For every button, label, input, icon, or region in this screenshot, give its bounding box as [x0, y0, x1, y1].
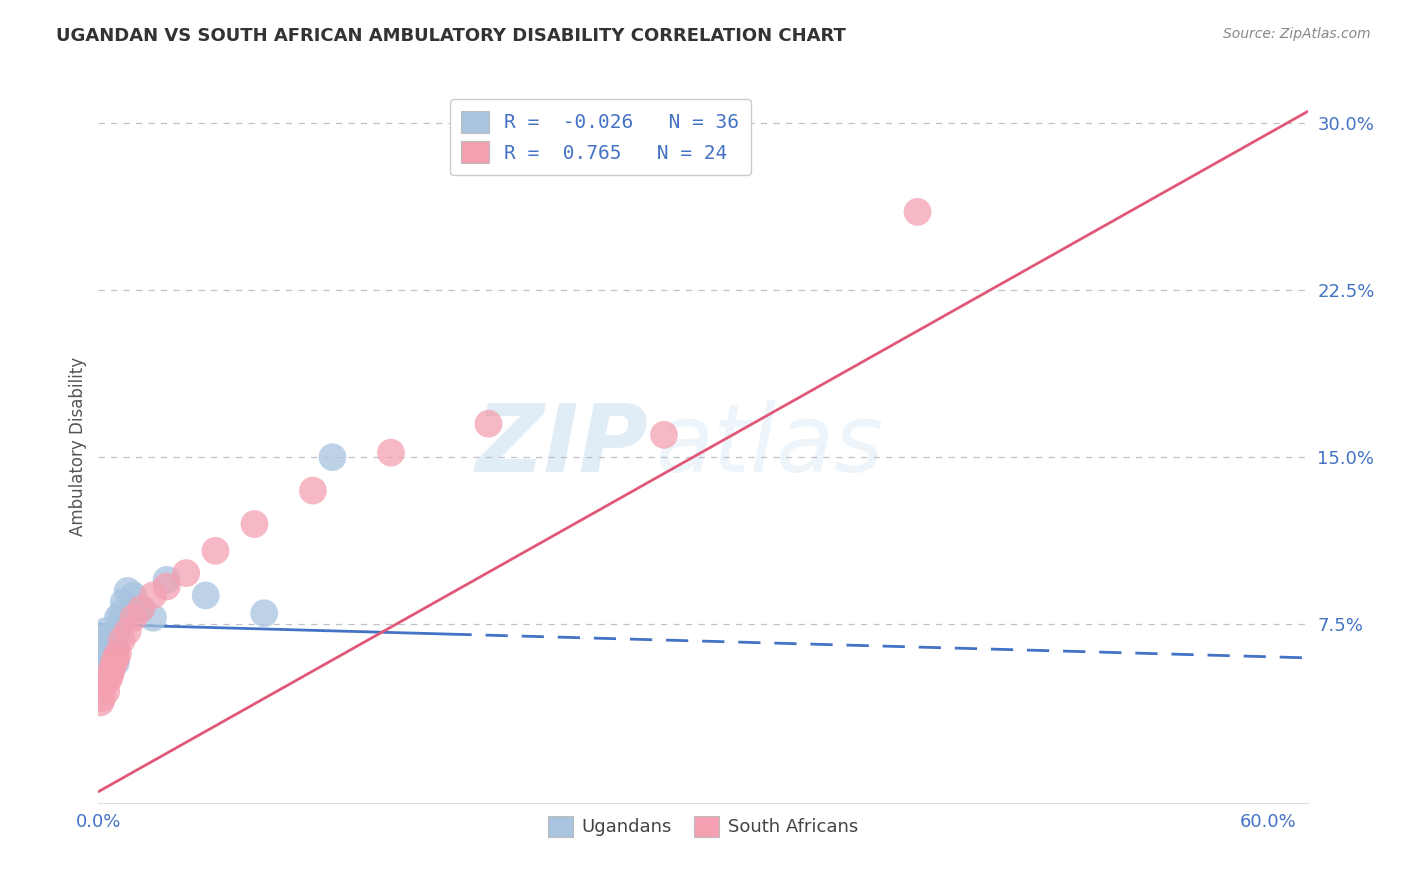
- Point: [302, 483, 325, 498]
- Point: [112, 595, 135, 609]
- Point: [907, 204, 929, 219]
- Text: Source: ZipAtlas.com: Source: ZipAtlas.com: [1223, 27, 1371, 41]
- Point: [96, 684, 118, 698]
- Point: [107, 646, 129, 660]
- Text: UGANDAN VS SOUTH AFRICAN AMBULATORY DISABILITY CORRELATION CHART: UGANDAN VS SOUTH AFRICAN AMBULATORY DISA…: [56, 27, 846, 45]
- Point: [204, 543, 226, 558]
- Point: [117, 583, 139, 598]
- Point: [131, 601, 153, 615]
- Text: ZIP: ZIP: [475, 400, 648, 492]
- Text: atlas: atlas: [655, 401, 883, 491]
- Point: [104, 655, 127, 669]
- Point: [652, 427, 675, 442]
- Point: [107, 610, 129, 624]
- Point: [194, 589, 217, 603]
- Point: [174, 566, 197, 580]
- Point: [321, 450, 343, 464]
- Point: [93, 637, 115, 651]
- Point: [98, 664, 121, 678]
- Point: [98, 653, 121, 667]
- Point: [97, 646, 120, 660]
- Point: [380, 446, 402, 460]
- Point: [91, 655, 114, 669]
- Point: [101, 635, 124, 649]
- Point: [142, 589, 165, 603]
- Point: [253, 607, 276, 621]
- Point: [103, 628, 125, 642]
- Point: [104, 640, 127, 654]
- Point: [104, 651, 127, 665]
- Point: [93, 678, 115, 692]
- Point: [96, 655, 118, 669]
- Point: [89, 696, 111, 710]
- Point: [103, 655, 125, 669]
- Point: [103, 644, 125, 658]
- Point: [111, 633, 134, 648]
- Point: [91, 633, 114, 648]
- Point: [142, 610, 165, 624]
- Point: [97, 657, 120, 672]
- Point: [93, 651, 115, 665]
- Point: [156, 573, 179, 587]
- Point: [97, 673, 120, 687]
- Legend: Ugandans, South Africans: Ugandans, South Africans: [540, 808, 866, 844]
- Point: [477, 417, 499, 431]
- Point: [101, 651, 124, 665]
- Y-axis label: Ambulatory Disability: Ambulatory Disability: [69, 357, 87, 535]
- Point: [101, 662, 124, 676]
- Point: [111, 607, 134, 621]
- Point: [108, 617, 131, 632]
- Point: [97, 633, 120, 648]
- Point: [91, 646, 114, 660]
- Point: [122, 589, 145, 603]
- Point: [89, 628, 111, 642]
- Point: [122, 610, 145, 624]
- Point: [98, 640, 121, 654]
- Point: [98, 669, 121, 683]
- Point: [156, 580, 179, 594]
- Point: [117, 624, 139, 639]
- Point: [91, 690, 114, 705]
- Point: [89, 640, 111, 654]
- Point: [96, 644, 118, 658]
- Point: [96, 624, 118, 639]
- Point: [107, 624, 129, 639]
- Point: [243, 517, 266, 532]
- Point: [93, 662, 115, 676]
- Point: [131, 601, 153, 615]
